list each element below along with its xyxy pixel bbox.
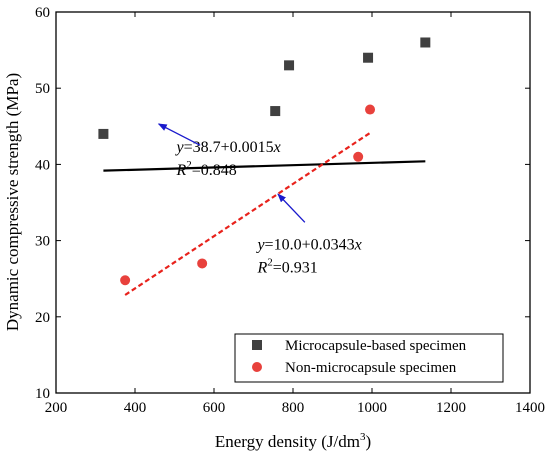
legend-label-non-microcapsule: Non-microcapsule specimen <box>285 360 457 376</box>
equation-microcapsule: y=38.7+0.0015x <box>174 139 280 156</box>
legend-label-microcapsule: Microcapsule-based specimen <box>285 338 467 354</box>
equation-value: =38.7+0.0015 <box>184 139 274 156</box>
y-tick-label: 40 <box>35 157 50 173</box>
equation-var-y: y <box>255 237 265 254</box>
x-tick-label: 1400 <box>515 400 545 416</box>
y-tick-label: 10 <box>35 386 50 402</box>
x-axis-title: Energy density (J/dm3) <box>215 431 371 451</box>
annotations: y=38.7+0.0015xR2=0.848y=10.0+0.0343xR2=0… <box>157 123 362 277</box>
x-axis-title-sup: 3 <box>360 431 366 443</box>
arrow-non-microcapsule <box>277 193 306 223</box>
data-point-circle <box>365 104 376 115</box>
fit-lines <box>103 132 426 296</box>
x-tick-label: 600 <box>203 400 226 416</box>
data-point-circle <box>120 275 131 286</box>
data-point-square <box>420 37 431 48</box>
data-point-circle <box>353 151 364 162</box>
r-squared-sup: 2 <box>267 257 273 269</box>
data-point-circle <box>197 258 208 269</box>
r-squared-non-microcapsule: R2=0.931 <box>256 257 317 277</box>
fit-line-microcapsule <box>103 160 426 172</box>
equation-var-y: y <box>174 139 184 156</box>
arrow-microcapsule <box>157 123 201 146</box>
equation-value: =10.0+0.0343 <box>265 237 355 254</box>
fit-line-non-microcapsule <box>124 132 371 296</box>
y-tick-label: 30 <box>35 234 50 250</box>
y-tick-label: 50 <box>35 81 50 97</box>
y-tick-label: 60 <box>35 5 50 21</box>
x-axis-title-end: ) <box>365 432 371 451</box>
x-tick-label: 1200 <box>436 400 466 416</box>
equation-non-microcapsule: y=10.0+0.0343x <box>255 237 361 254</box>
legend-box <box>234 333 504 383</box>
axis-ticks: 200 400 600 800 1000 1200 1400 10 20 30 40 50 60 <box>35 5 545 416</box>
x-tick-label: 400 <box>124 400 147 416</box>
x-axis-title-text: Energy density (J/dm <box>215 432 360 451</box>
x-tick-label: 800 <box>282 400 305 416</box>
data-point-square <box>363 52 374 63</box>
data-point-square <box>270 106 281 117</box>
legend-marker-microcapsule <box>252 340 262 350</box>
equation-var-x: x <box>273 139 281 156</box>
r-squared-symbol: R <box>256 260 267 277</box>
legend-marker-non-microcapsule <box>252 362 262 372</box>
r-squared-microcapsule: R2=0.848 <box>175 159 236 179</box>
r-squared-symbol: R <box>175 162 186 179</box>
legend: Microcapsule-based specimen Non-microcap… <box>234 333 504 383</box>
x-tick-label: 200 <box>45 400 68 416</box>
data-point-square <box>284 60 295 71</box>
r-squared-value: =0.931 <box>273 260 318 277</box>
r-squared-value: =0.848 <box>192 162 237 179</box>
equation-var-x: x <box>354 237 362 254</box>
y-tick-label: 20 <box>35 310 50 326</box>
r-squared-sup: 2 <box>186 159 192 171</box>
x-tick-label: 1000 <box>357 400 387 416</box>
data-point-square <box>98 128 109 139</box>
y-axis-title: Dynamic compressive strength (MPa) <box>3 73 22 331</box>
data-markers <box>98 37 431 286</box>
